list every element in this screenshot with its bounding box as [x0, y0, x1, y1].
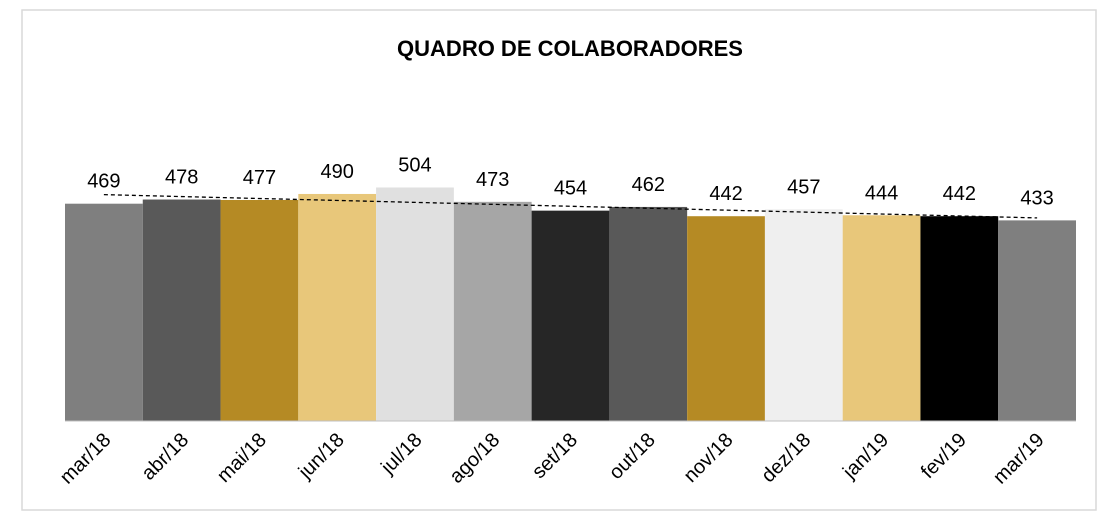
data-label: 444 [865, 182, 898, 204]
data-label: 473 [476, 169, 509, 191]
data-label: 442 [943, 183, 976, 205]
bar [142, 199, 221, 421]
bar [220, 199, 299, 421]
bar [298, 193, 377, 421]
chart-title: QUADRO DE COLABORADORES [397, 36, 743, 61]
bar [998, 220, 1076, 421]
data-label: 504 [398, 154, 431, 176]
bar [531, 210, 610, 421]
bar [764, 209, 843, 421]
data-label: 454 [554, 178, 587, 200]
bar [376, 187, 454, 421]
bar [687, 216, 765, 421]
bar [842, 215, 921, 421]
data-label: 457 [787, 176, 820, 198]
data-label: 469 [87, 171, 120, 193]
data-label: 433 [1020, 187, 1053, 209]
bar [453, 201, 532, 421]
data-label: 490 [321, 161, 354, 183]
trendline [103, 193, 1038, 219]
data-label: 462 [632, 174, 665, 196]
bar [609, 206, 688, 421]
data-label: 442 [709, 183, 742, 205]
data-label: 477 [243, 167, 276, 189]
bar [920, 216, 999, 421]
bar [65, 203, 143, 421]
data-label: 478 [165, 167, 198, 189]
